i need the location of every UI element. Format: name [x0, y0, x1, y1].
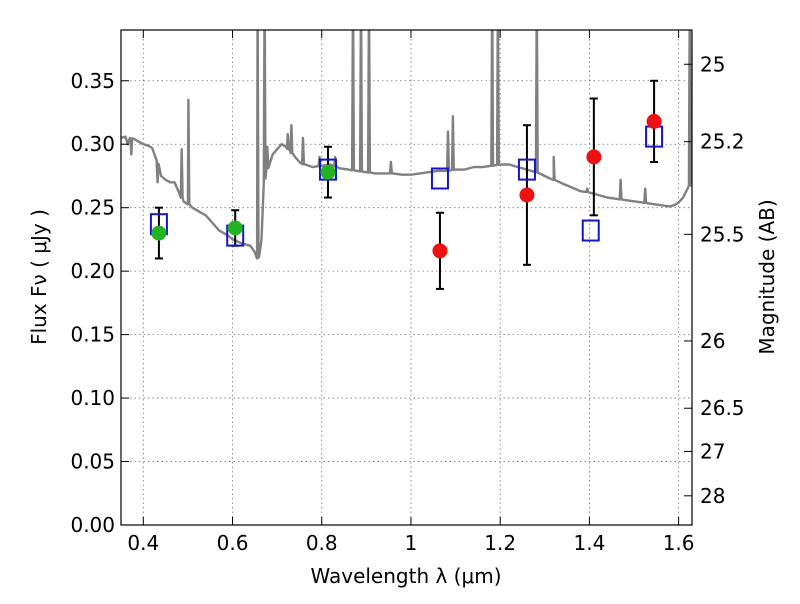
y-tick-label: 0.10	[70, 386, 115, 410]
y2-tick-label: 26.5	[700, 396, 745, 420]
y-tick-label: 0.35	[70, 69, 115, 93]
x-axis-title: Wavelength λ (μm)	[310, 564, 501, 588]
error-bars	[154, 79, 659, 290]
y2-axis-title: Magnitude (AB)	[755, 199, 779, 354]
y-tick-label: 0.00	[70, 513, 115, 537]
observed-point	[151, 225, 167, 241]
data-markers	[149, 113, 664, 259]
y-tick-label: 0.25	[70, 196, 115, 220]
y-tick-label: 0.20	[70, 259, 115, 283]
axis-ticks: 0.4 0.6 0.8 1 1.2 1.4 1.6 0.00 0.05 0.10 0.15 0.20 0…	[70, 30, 745, 555]
observed-point	[586, 149, 602, 165]
model-photometry-square	[517, 158, 536, 181]
x-tick-label: 1.4	[573, 531, 605, 555]
y2-tick-label: 25	[700, 52, 725, 76]
y2-tick-label: 26	[700, 329, 725, 353]
x-tick-label: 1.6	[663, 531, 695, 555]
x-tick-label: 0.4	[127, 531, 159, 555]
x-tick-label: 0.8	[306, 531, 338, 555]
model-spectrum	[121, 30, 692, 260]
model-photometry-square	[430, 167, 449, 190]
grid	[121, 30, 692, 526]
y-tick-label: 0.05	[70, 450, 115, 474]
observed-point	[227, 220, 243, 236]
y-tick-label: 0.15	[70, 323, 115, 347]
x-tick-label: 1	[405, 531, 418, 555]
observed-point	[519, 187, 535, 203]
spectrum-line	[121, 30, 692, 260]
observed-point	[320, 164, 336, 180]
y-axis-title: Flux Fν ( μJy )	[27, 209, 51, 345]
plot-frame	[120, 29, 693, 526]
observed-point	[432, 243, 448, 259]
y2-tick-label: 28	[700, 484, 725, 508]
x-tick-label: 0.6	[217, 531, 249, 555]
observed-point	[646, 113, 662, 129]
y2-tick-label: 27	[700, 439, 725, 463]
y2-tick-label: 25.2	[700, 130, 745, 154]
y2-tick-label: 25.5	[700, 222, 745, 246]
x-tick-label: 1.2	[484, 531, 516, 555]
model-photometry-square	[581, 219, 600, 242]
y-tick-label: 0.30	[70, 132, 115, 156]
